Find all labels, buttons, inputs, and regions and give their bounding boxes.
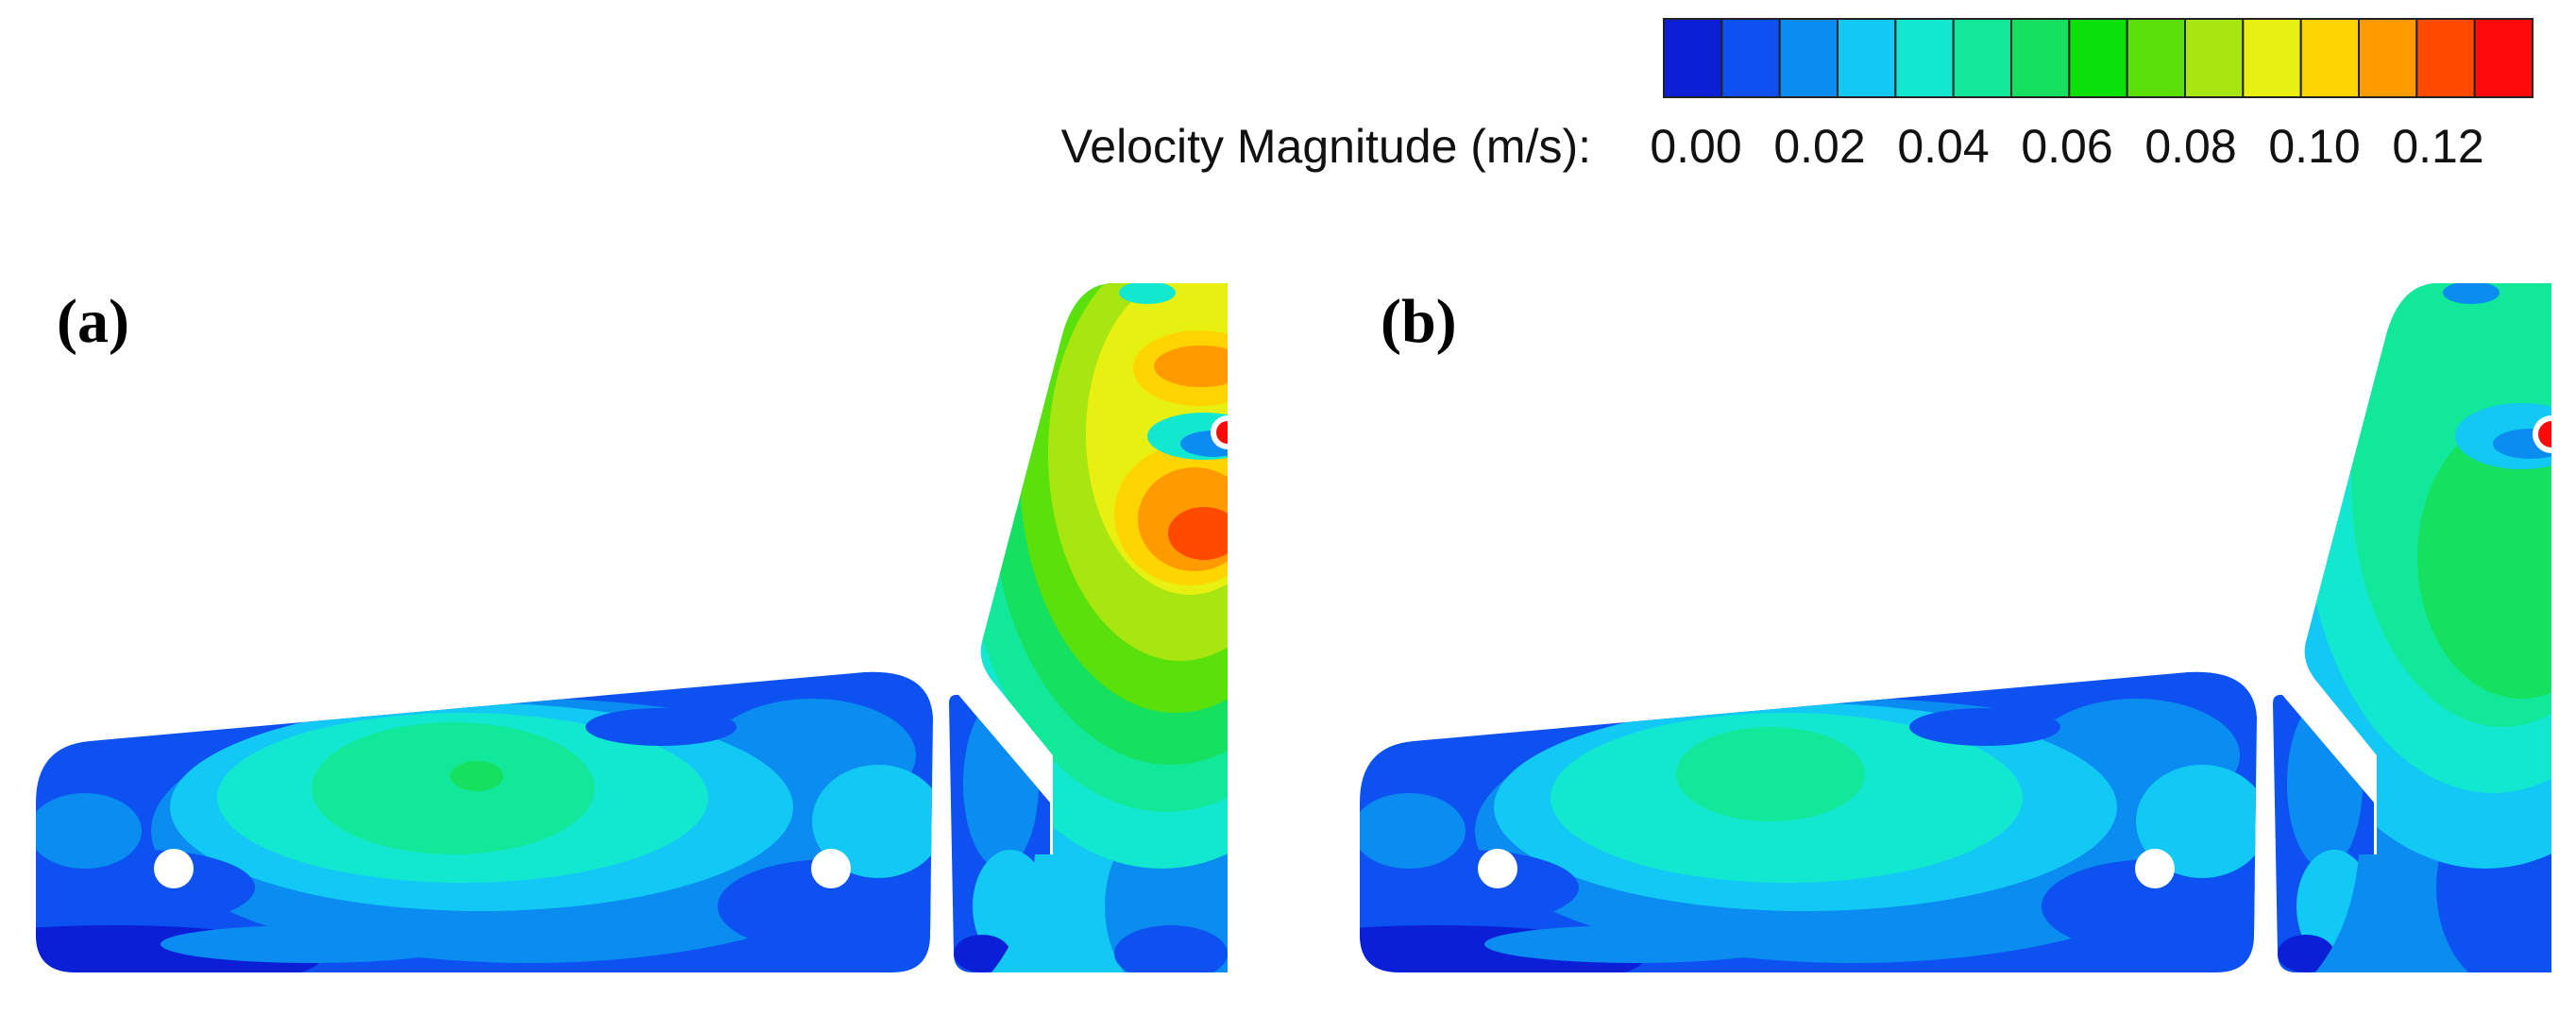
panel-b-inlet [2538, 421, 2551, 448]
colorbar-swatch [2184, 18, 2245, 98]
colorbar-swatch [2242, 18, 2302, 98]
colorbar-swatch [2415, 18, 2476, 98]
colorbar-swatch [2068, 18, 2128, 98]
colorbar-swatch [1720, 18, 1781, 98]
panel-b-hole-left [1478, 849, 1517, 888]
panel-a-hole-right [811, 849, 851, 888]
legend-tick-label: 0.12 [2392, 120, 2483, 173]
legend-tick-label: 0.00 [1650, 120, 1741, 173]
legend-tick-label: 0.02 [1773, 120, 1865, 173]
colorbar-swatch [1778, 18, 1839, 98]
panel-label-b: (b) [1381, 287, 1457, 356]
colorbar-swatch [1837, 18, 1897, 98]
legend-tick-label: 0.10 [2268, 120, 2360, 173]
panel-a-hole-left [154, 849, 194, 888]
legend-tick-labels: 0.00 0.02 0.04 0.06 0.08 0.10 0.12 [1650, 120, 2483, 173]
colorbar-swatch [2126, 18, 2187, 98]
legend-tick-label: 0.08 [2144, 120, 2236, 173]
panel-a-tank-region [36, 671, 933, 972]
colorbar-swatch [2010, 18, 2071, 98]
colorbar-swatch [1894, 18, 1955, 98]
panel-b-hole-right [2135, 849, 2175, 888]
legend-tick-label: 0.06 [2021, 120, 2112, 173]
colorbar-swatch [2358, 18, 2418, 98]
panel-a-inlet [1216, 421, 1228, 444]
colorbar-legend [1663, 18, 2534, 98]
colorbar-swatch [1952, 18, 2013, 98]
colorbar-swatch [2299, 18, 2361, 98]
panel-label-a: (a) [57, 287, 129, 356]
colorbar-swatch [2473, 18, 2534, 98]
legend-title: Velocity Magnitude (m/s): [1061, 120, 1591, 173]
colorbar-swatch [1663, 18, 1723, 98]
legend-tick-label: 0.04 [1897, 120, 1989, 173]
panel-b-tank-region [1360, 671, 2257, 972]
panel-a-contour [36, 283, 1245, 972]
